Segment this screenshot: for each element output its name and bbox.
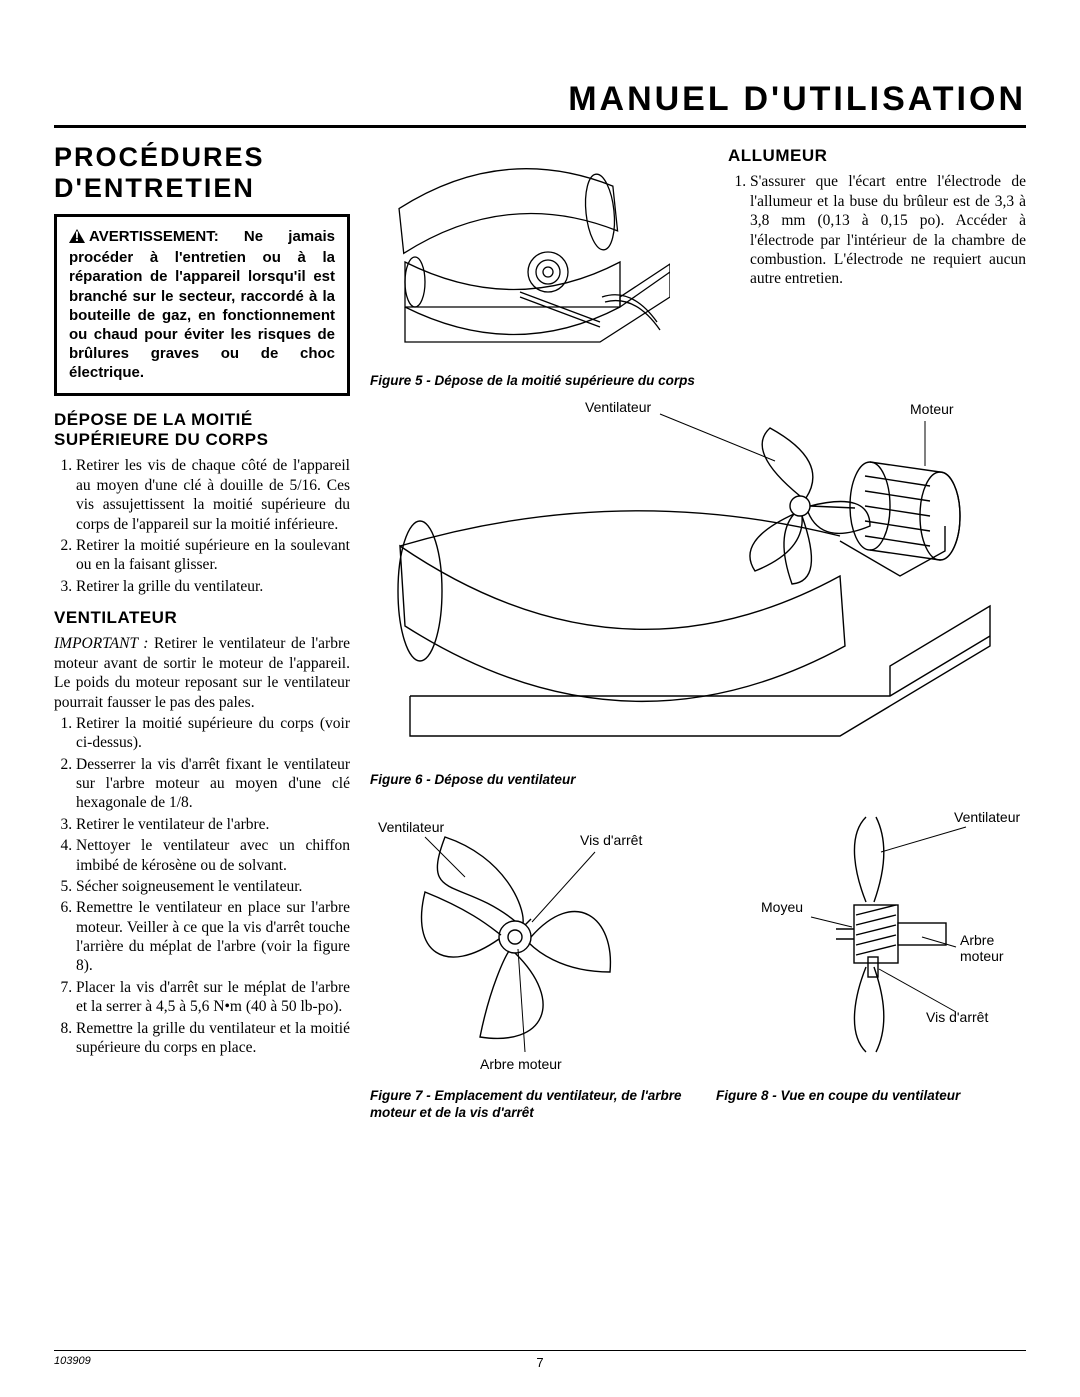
- figure7-illustration: Ventilateur Vis d'arrêt Arbre moteur: [370, 797, 680, 1077]
- page-title: MANUEL D'UTILISATION: [54, 80, 1026, 128]
- footer-partno: 103909: [54, 1355, 91, 1367]
- list-item: Retirer la grille du ventilateur.: [76, 577, 350, 596]
- figure8-area: Ventilateur Moyeu Arbre moteur Vis d'arr…: [716, 797, 1026, 1122]
- list-item: Remettre le ventilateur en place sur l'a…: [76, 898, 350, 976]
- list-item: Retirer la moitié supérieure du corps (v…: [76, 714, 350, 753]
- figure7-label-fan: Ventilateur: [378, 819, 444, 835]
- figure6-label-fan: Ventilateur: [585, 399, 651, 415]
- figure8-label-shaft2: moteur: [960, 948, 1004, 964]
- list-item: Nettoyer le ventilateur avec un chiffon …: [76, 836, 350, 875]
- footer-page-number: 7: [536, 1355, 543, 1370]
- figure5-caption: Figure 5 - Dépose de la moitié supérieur…: [370, 373, 708, 390]
- warning-text: AVERTISSEMENT: Ne jamais procéder à l'en…: [69, 228, 335, 381]
- figure8-illustration: Ventilateur Moyeu Arbre moteur Vis d'arr…: [716, 797, 1026, 1077]
- list-item: S'assurer que l'écart entre l'électrode …: [750, 172, 1026, 288]
- list-item: Sécher soigneusement le ventilateur.: [76, 877, 350, 896]
- list-item: Retirer les vis de chaque côté de l'appa…: [76, 456, 350, 534]
- procedures-heading: PROCÉDURES D'ENTRETIEN: [54, 142, 350, 204]
- manual-page: MANUEL D'UTILISATION PROCÉDURES D'ENTRET…: [0, 0, 1080, 1397]
- page-footer: 103909 7: [54, 1350, 1026, 1367]
- list-item: Placer la vis d'arrêt sur le méplat de l…: [76, 978, 350, 1017]
- figure7-area: Ventilateur Vis d'arrêt Arbre moteur Fig…: [370, 797, 698, 1122]
- figure7-label-setscrew: Vis d'arrêt: [580, 832, 642, 848]
- figure8-caption: Figure 8 - Vue en coupe du ventilateur: [716, 1088, 1026, 1105]
- list-item: Retirer la moitié supérieure en la soule…: [76, 536, 350, 575]
- figure8-label-shaft1: Arbre: [960, 932, 994, 948]
- figure8-label-hub: Moyeu: [761, 899, 803, 915]
- figure7-label-shaft: Arbre moteur: [480, 1056, 562, 1072]
- figure7-caption: Figure 7 - Emplacement du ventilateur, d…: [370, 1088, 698, 1122]
- warning-box: ! AVERTISSEMENT: Ne jamais procéder à l'…: [54, 214, 350, 396]
- upper-body-steps: Retirer les vis de chaque côté de l'appa…: [54, 456, 350, 596]
- fan-heading: VENTILATEUR: [54, 608, 350, 628]
- important-label: IMPORTANT :: [54, 635, 148, 652]
- ignitor-steps: S'assurer que l'écart entre l'électrode …: [728, 172, 1026, 288]
- figure5-illustration: [370, 142, 670, 362]
- figure6-label-motor: Moteur: [910, 401, 954, 417]
- right-column-top: ALLUMEUR S'assurer que l'écart entre l'é…: [728, 142, 1026, 390]
- warning-icon: !: [69, 229, 85, 248]
- figure6-illustration: Ventilateur Moteur: [370, 396, 1010, 761]
- svg-text:!: !: [75, 229, 80, 243]
- figure8-label-fan: Ventilateur: [954, 809, 1020, 825]
- fan-important: IMPORTANT : Retirer le ventilateur de l'…: [54, 634, 350, 712]
- list-item: Retirer le ventilateur de l'arbre.: [76, 815, 350, 834]
- upper-body-heading: DÉPOSE DE LA MOITIÉ SUPÉRIEURE DU CORPS: [54, 410, 350, 451]
- left-column: PROCÉDURES D'ENTRETIEN ! AVERTISSEMENT: …: [54, 142, 350, 1122]
- figure6-area: Ventilateur Moteur Figure 6 - Dépose du …: [370, 396, 1026, 789]
- ignitor-heading: ALLUMEUR: [728, 146, 1026, 166]
- fan-steps: Retirer la moitié supérieure du corps (v…: [54, 714, 350, 1057]
- figure8-label-setscrew: Vis d'arrêt: [926, 1009, 988, 1025]
- list-item: Desserrer la vis d'arrêt fixant le venti…: [76, 755, 350, 813]
- list-item: Remettre la grille du ventilateur et la …: [76, 1019, 350, 1058]
- middle-column-top: Figure 5 - Dépose de la moitié supérieur…: [370, 142, 708, 390]
- figure6-caption: Figure 6 - Dépose du ventilateur: [370, 772, 1026, 789]
